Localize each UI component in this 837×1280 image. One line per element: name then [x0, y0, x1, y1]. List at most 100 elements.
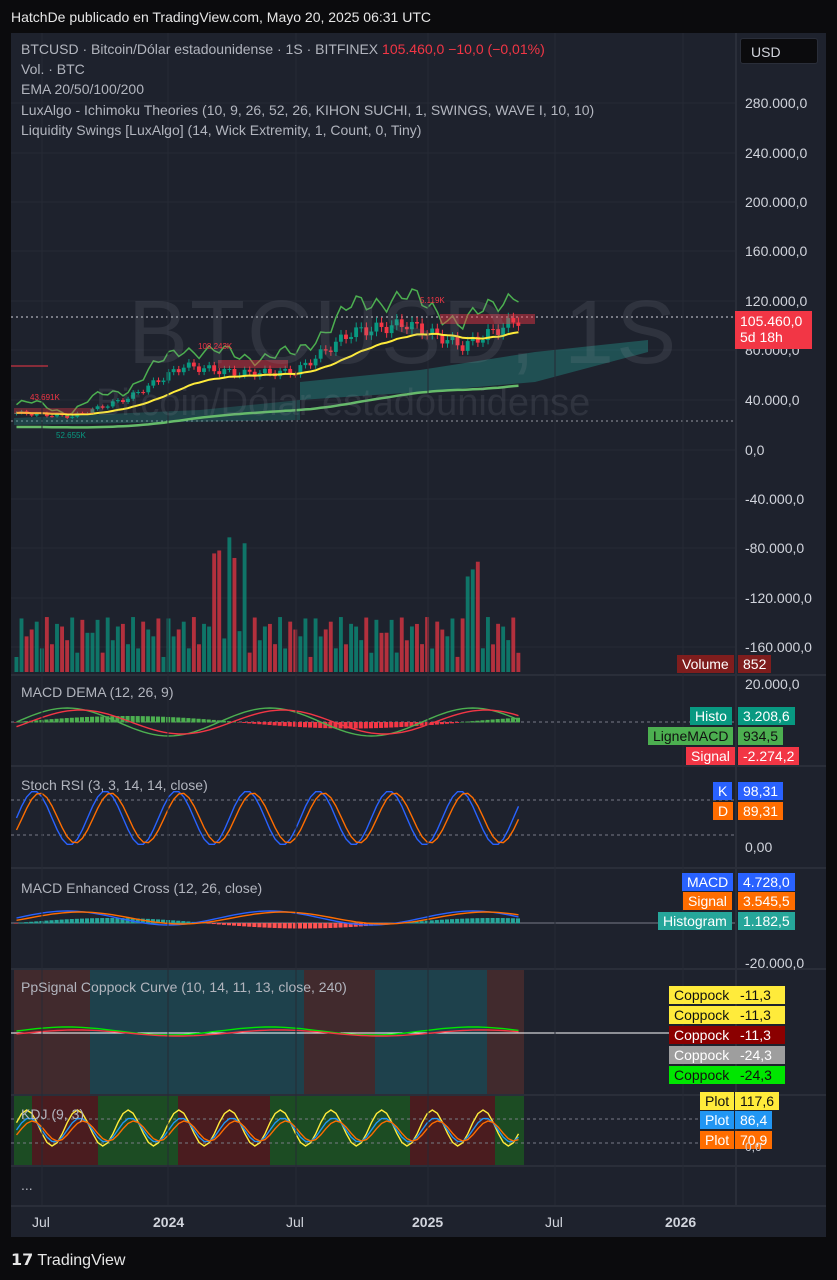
macd-dema-hist: [181, 717, 186, 723]
coppock-value: -11,3: [735, 1006, 785, 1024]
current-price-value: 105.460,0: [740, 313, 803, 329]
macd-enh-hist: [232, 923, 237, 926]
macd-enh-hist: [29, 921, 34, 924]
volume-bar: [207, 626, 212, 672]
candle-body: [110, 401, 115, 407]
volume-bar: [359, 640, 364, 672]
price-axis-label: -120.000,0: [745, 590, 812, 606]
macd-dema-title[interactable]: MACD DEMA (12, 26, 9): [21, 684, 174, 700]
ichimoku-legend[interactable]: LuxAlgo - Ichimoku Theories (10, 9, 26, …: [21, 102, 595, 118]
candle-body: [115, 400, 120, 402]
pane-separator: [11, 1165, 826, 1167]
candle-body: [511, 318, 516, 323]
macd-enh-hist-value: 1.182,5: [738, 912, 795, 930]
kdj-plot-label: Plot: [700, 1131, 735, 1149]
volume-bar: [283, 648, 288, 672]
currency-button[interactable]: USD: [740, 38, 818, 64]
stoch-title[interactable]: Stoch RSI (3, 3, 14, 14, close): [21, 777, 208, 793]
macd-enh-hist: [318, 923, 323, 929]
volume-bar: [24, 636, 29, 672]
macd-enh-hist: [237, 923, 242, 927]
macd-dema-hist: [363, 722, 368, 729]
volume-bar: [435, 621, 440, 672]
macd-dema-hist: [424, 722, 429, 726]
macd-dema-line-value: 934,5: [738, 727, 784, 745]
macd-dema-hist: [247, 722, 252, 724]
macd-enh-title[interactable]: MACD Enhanced Cross (12, 26, close): [21, 880, 263, 896]
candle-body: [460, 345, 465, 351]
coppock-label: Coppock: [669, 1066, 735, 1084]
pane-separator: [11, 674, 826, 676]
macd-enh-hist: [135, 918, 140, 924]
tradingview-logo[interactable]: 𝟭𝟳 TradingView: [11, 1250, 125, 1270]
volume-bar: [404, 640, 409, 672]
macd-enh-hist: [84, 918, 90, 924]
ichimoku-cloud: [300, 340, 648, 400]
coppock-title[interactable]: PpSignal Coppock Curve (10, 14, 11, 13, …: [21, 979, 347, 995]
price-axis-label: 40.000,0: [745, 392, 800, 408]
macd-dema-hist: [384, 722, 389, 728]
ema-legend[interactable]: EMA 20/50/100/200: [21, 81, 144, 97]
volume-bar: [146, 629, 151, 672]
stoch-d-line: [15, 792, 520, 844]
macd-dema-hist: [186, 718, 191, 723]
macd-enh-hist: [155, 919, 161, 924]
volume-legend[interactable]: Vol. · BTC: [21, 61, 85, 77]
macd-dema-hist: [353, 722, 358, 729]
volume-bar: [252, 617, 257, 672]
macd-dema-hist: [379, 722, 384, 728]
macd-dema-hist: [262, 722, 267, 725]
volume-bar: [455, 656, 460, 672]
tv-logo-text: TradingView: [37, 1252, 126, 1269]
volume-bar: [313, 618, 318, 672]
symbol-legend[interactable]: BTCUSD · Bitcoin/Dólar estadounidense · …: [21, 41, 545, 57]
collapsed-pane[interactable]: ...: [21, 1177, 33, 1193]
macd-dema-hist: [399, 722, 404, 728]
macd-dema-hist: [389, 722, 394, 728]
pane-separator: [11, 867, 826, 869]
candle-body: [349, 337, 353, 339]
macd-dema-hist: [510, 718, 515, 723]
kdj-zone: [178, 1096, 270, 1165]
candle-body: [227, 368, 232, 370]
candle-body: [420, 323, 424, 335]
volume-bar: [379, 632, 384, 672]
time-axis-label: 2026: [665, 1214, 697, 1230]
macd-enh-hist: [125, 918, 130, 924]
macd-enh-hist: [429, 920, 434, 924]
volume-bar: [257, 640, 262, 672]
volume-bar: [354, 626, 359, 672]
publish-caption: HatchDe publicado en TradingView.com, Ma…: [11, 9, 431, 25]
macd-enh-hist: [206, 923, 211, 924]
macd-dema-hist: [79, 717, 84, 723]
macd-dema-hist: [455, 722, 460, 723]
macd-enh-hist: [39, 920, 44, 924]
macd-dema-hist: [343, 722, 348, 729]
coppock-label: Coppock: [669, 986, 735, 1004]
candle-body: [359, 327, 364, 329]
price-axis-label: 120.000,0: [745, 293, 808, 309]
volume-tag-value: 852: [738, 655, 772, 673]
kdj-title[interactable]: KDJ (9, 3): [21, 1106, 85, 1122]
liquidity-legend[interactable]: Liquidity Swings [LuxAlgo] (14, Wick Ext…: [21, 122, 422, 138]
macd-dema-histo-label: Histo: [690, 707, 732, 725]
macd-enh-hist: [409, 921, 414, 924]
macd-dema-hist: [211, 719, 216, 723]
volume-bar: [34, 621, 39, 672]
macd-enh-hist: [338, 923, 343, 928]
macd-dema-hist: [465, 721, 470, 723]
pane-separator: [11, 1094, 826, 1096]
candle-body: [283, 368, 288, 371]
coppock-zone: [375, 970, 487, 1094]
volume-bar: [186, 648, 191, 672]
volume-bar: [328, 621, 333, 672]
candle-body: [191, 362, 196, 367]
volume-bar: [14, 657, 19, 672]
macd-enh-axis: -20.000,0: [745, 955, 805, 971]
volume-bar: [136, 648, 141, 672]
candle-body: [435, 328, 440, 335]
macd-enh-hist: [69, 919, 74, 924]
candle-body: [222, 369, 227, 375]
candle-body: [384, 326, 389, 334]
macd-enh-hist: [120, 918, 125, 924]
